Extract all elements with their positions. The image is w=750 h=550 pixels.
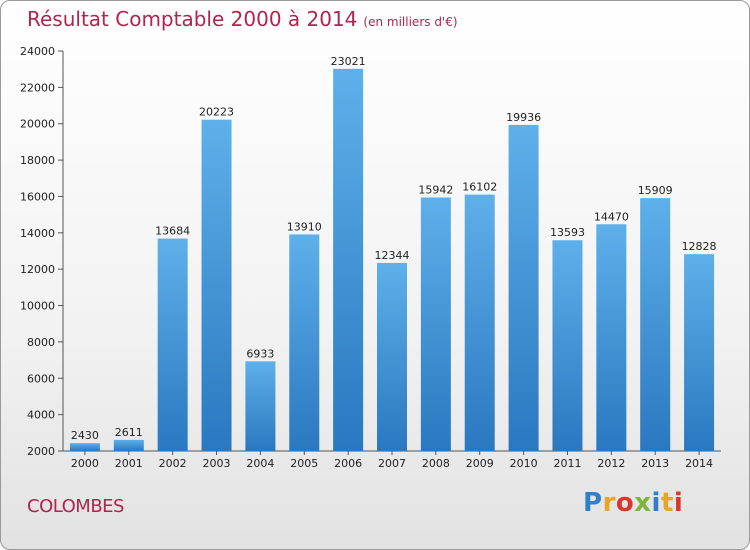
y-tick-label: 10000 bbox=[20, 300, 55, 313]
chart-title: Résultat Comptable 2000 à 2014 (en millie… bbox=[27, 7, 458, 31]
chart-labels: 2000 2430 2001 2611 2002 13684 2003 20223 2004 69… bbox=[71, 55, 717, 470]
chart-bars bbox=[69, 68, 715, 452]
chart-subtitle: (en milliers d'€) bbox=[363, 15, 458, 29]
y-tick-label: 18000 bbox=[20, 154, 55, 167]
data-label-2014: 12828 bbox=[682, 240, 717, 253]
data-label-2006: 23021 bbox=[331, 55, 366, 68]
x-tick-label: 2009 bbox=[466, 457, 494, 470]
x-tick-label: 2008 bbox=[422, 457, 450, 470]
y-tick-label: 4000 bbox=[27, 409, 55, 422]
y-tick-label: 8000 bbox=[27, 336, 55, 349]
y-tick-label: 24000 bbox=[20, 45, 55, 58]
x-tick-label: 2000 bbox=[71, 457, 99, 470]
data-label-2004: 6933 bbox=[246, 347, 274, 360]
bar-2010 bbox=[508, 124, 539, 452]
bar-2012 bbox=[596, 224, 627, 451]
data-label-2001: 2611 bbox=[115, 426, 143, 439]
data-label-2007: 12344 bbox=[375, 249, 410, 262]
data-label-2002: 13684 bbox=[155, 225, 190, 238]
y-tick-label: 14000 bbox=[20, 227, 55, 240]
data-label-2013: 15909 bbox=[638, 184, 673, 197]
x-tick-label: 2011 bbox=[553, 457, 581, 470]
bar-2001 bbox=[113, 439, 144, 451]
data-label-2008: 15942 bbox=[418, 184, 453, 197]
x-tick-label: 2001 bbox=[115, 457, 143, 470]
x-tick-label: 2013 bbox=[641, 457, 669, 470]
city-name: COLOMBES bbox=[27, 496, 124, 517]
bar-2006 bbox=[333, 68, 364, 452]
x-tick-label: 2014 bbox=[685, 457, 713, 470]
bar-2007 bbox=[377, 262, 407, 451]
bar-2013 bbox=[640, 198, 671, 451]
data-label-2000: 2430 bbox=[71, 429, 99, 442]
y-tick-label: 22000 bbox=[20, 81, 55, 94]
bar-2008 bbox=[420, 197, 451, 451]
bar-2003 bbox=[201, 119, 232, 451]
y-tick-label: 6000 bbox=[27, 372, 55, 385]
data-label-2003: 20223 bbox=[199, 106, 234, 119]
bar-2002 bbox=[157, 238, 188, 451]
proxiti-logo[interactable]: Proxiti bbox=[583, 488, 684, 518]
data-label-2010: 19936 bbox=[506, 111, 541, 124]
y-tick-label: 20000 bbox=[20, 118, 55, 131]
y-tick-label: 2000 bbox=[27, 445, 55, 458]
data-label-2012: 14470 bbox=[594, 210, 629, 223]
data-label-2011: 13593 bbox=[550, 226, 585, 239]
data-label-2005: 13910 bbox=[287, 220, 322, 233]
x-tick-label: 2010 bbox=[510, 457, 538, 470]
bar-2011 bbox=[552, 240, 583, 451]
chart-title-main: Résultat Comptable 2000 à 2014 bbox=[27, 7, 358, 31]
bar-2005 bbox=[289, 234, 320, 451]
x-tick-label: 2005 bbox=[290, 457, 318, 470]
x-tick-label: 2012 bbox=[597, 457, 625, 470]
x-tick-label: 2004 bbox=[246, 457, 274, 470]
bar-2004 bbox=[245, 361, 276, 451]
x-tick-label: 2007 bbox=[378, 457, 406, 470]
bar-2000 bbox=[69, 443, 100, 451]
y-tick-label: 12000 bbox=[20, 263, 55, 276]
bar-2009 bbox=[464, 194, 495, 451]
y-tick-label: 16000 bbox=[20, 190, 55, 203]
bar-2014 bbox=[684, 254, 715, 451]
data-label-2009: 16102 bbox=[462, 181, 497, 194]
x-tick-label: 2006 bbox=[334, 457, 362, 470]
x-tick-label: 2002 bbox=[159, 457, 187, 470]
chart-axes: 2000 4000 6000 8000 10000 12000 14000 16000 1800… bbox=[20, 45, 721, 458]
x-tick-label: 2003 bbox=[203, 457, 231, 470]
